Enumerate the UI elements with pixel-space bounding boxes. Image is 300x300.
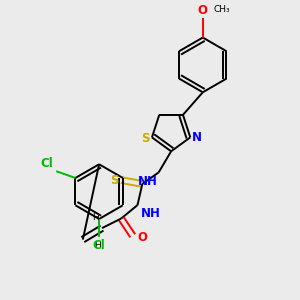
Text: S: S [141,132,149,145]
Text: CH₃: CH₃ [213,5,230,14]
Text: Cl: Cl [40,157,53,170]
Text: Cl: Cl [93,239,106,252]
Text: NH: NH [140,207,160,220]
Text: O: O [198,4,208,17]
Text: H: H [94,241,101,250]
Text: H: H [92,213,99,222]
Text: NH: NH [138,175,158,188]
Text: S: S [110,174,119,187]
Text: O: O [137,231,148,244]
Text: N: N [192,131,202,144]
